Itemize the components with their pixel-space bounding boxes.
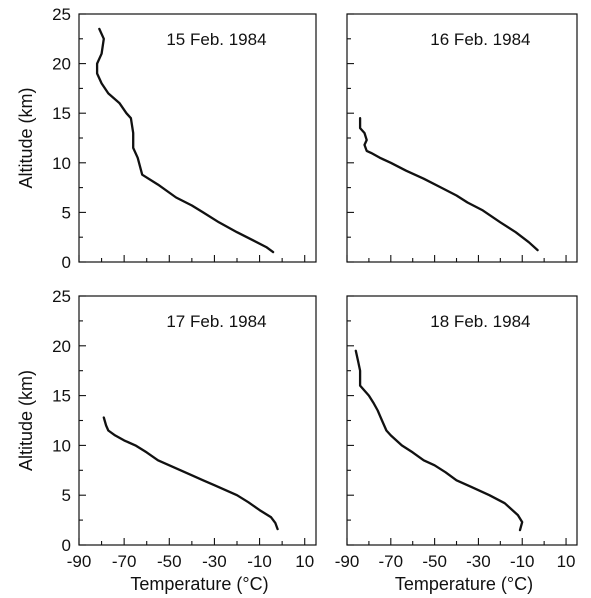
x-tick-label: -50 — [157, 552, 182, 571]
y-tick-label: 10 — [52, 436, 71, 455]
y-tick-label: 5 — [62, 486, 71, 505]
y-tick-label: 20 — [52, 337, 71, 356]
plot-frame — [346, 13, 578, 263]
x-tick-label: -70 — [112, 552, 137, 571]
x-tick-label: -70 — [379, 552, 404, 571]
x-tick-label: -90 — [335, 552, 360, 571]
y-tick-label: 10 — [52, 154, 71, 173]
panel-title: 16 Feb. 1984 — [430, 30, 530, 49]
y-tick-label: 20 — [52, 55, 71, 74]
x-tick-label: 10 — [295, 552, 314, 571]
x-tick-label: -10 — [510, 552, 535, 571]
y-axis-label: Altitude (km) — [16, 370, 36, 471]
chart-panel-2: 16 Feb. 1984 — [346, 13, 578, 263]
plot-frame — [78, 295, 317, 546]
chart-panel-4: -90 -70 -50 -30 -10 10 18 Feb. 1984 Temperature… — [335, 295, 578, 594]
y-tick-label: 5 — [62, 203, 71, 222]
y-axis-label: Altitude (km) — [16, 87, 36, 188]
temperature-profile-line — [358, 117, 539, 252]
y-tick-label: 0 — [62, 253, 71, 272]
y-tick-label: 25 — [52, 287, 71, 306]
x-tick-label: -30 — [202, 552, 227, 571]
panel-title: 15 Feb. 1984 — [166, 30, 266, 49]
temperature-profile-line — [354, 349, 524, 532]
x-tick-label: -10 — [247, 552, 272, 571]
y-tick-label: 0 — [62, 536, 71, 555]
chart-panel-1: 0 5 10 15 20 25 15 Feb. 1984 Altitude (km) — [16, 5, 317, 272]
panel-title: 17 Feb. 1984 — [166, 312, 266, 331]
chart-panel-3: -90 -70 -50 -30 -10 10 0 5 10 15 20 25 17 Feb. 1984 A… — [16, 287, 317, 594]
x-tick-label: -90 — [67, 552, 92, 571]
x-axis-label: Temperature (°C) — [130, 574, 268, 594]
y-tick-label: 15 — [52, 104, 71, 123]
temperature-profile-line — [95, 27, 275, 254]
temperature-profile-line — [102, 416, 279, 531]
x-tick-label: 10 — [557, 552, 576, 571]
x-axis-label: Temperature (°C) — [395, 574, 533, 594]
y-tick-label: 15 — [52, 387, 71, 406]
plot-frame — [78, 13, 317, 263]
x-tick-label: -50 — [422, 552, 447, 571]
y-tick-label: 25 — [52, 5, 71, 24]
panel-title: 18 Feb. 1984 — [430, 312, 530, 331]
x-tick-label: -30 — [466, 552, 491, 571]
